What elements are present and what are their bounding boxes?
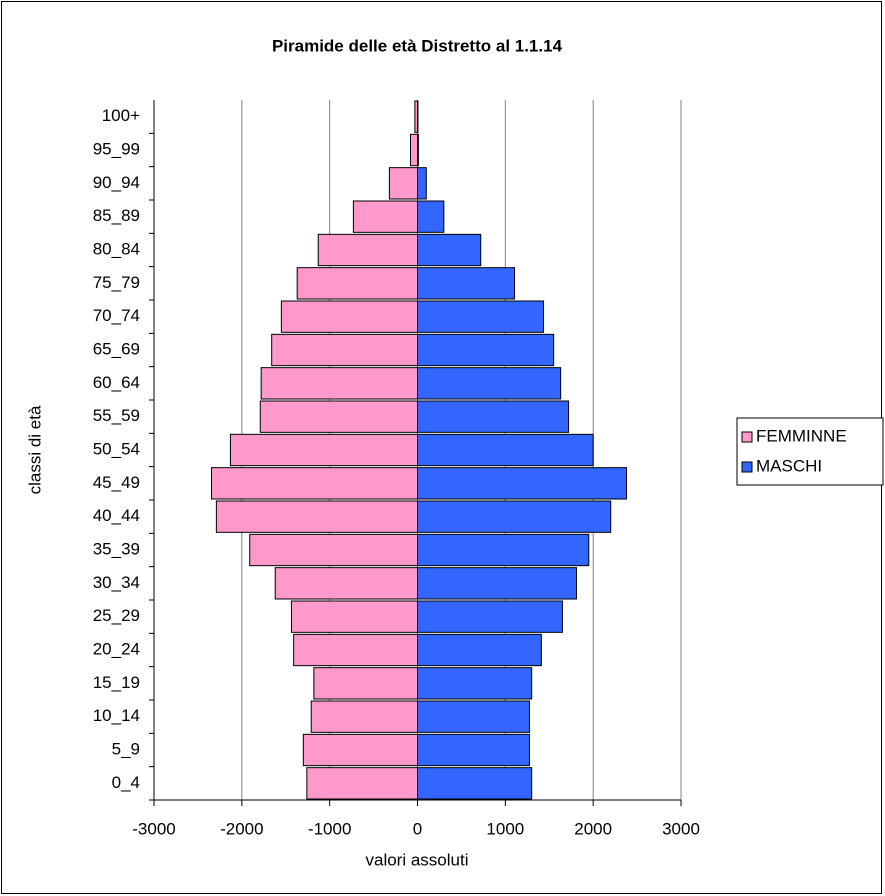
y-tick-label: 15_19 xyxy=(93,673,140,692)
bar xyxy=(417,300,545,333)
bar xyxy=(260,367,419,400)
bar xyxy=(417,400,570,433)
y-tick-label: 65_69 xyxy=(93,339,140,358)
x-tick-label: -3000 xyxy=(132,819,175,838)
bar xyxy=(280,300,418,333)
bar xyxy=(417,233,482,267)
bar xyxy=(417,267,516,300)
bar xyxy=(417,133,419,167)
legend-swatch xyxy=(741,461,753,473)
y-tick-label: 35_39 xyxy=(93,539,140,558)
bar xyxy=(290,600,418,633)
bar xyxy=(417,167,427,200)
bar xyxy=(215,500,418,533)
bar xyxy=(274,567,418,600)
legend xyxy=(736,417,884,486)
y-tick-label: 30_34 xyxy=(93,573,140,592)
bar xyxy=(296,267,418,300)
bar xyxy=(302,733,419,767)
y-tick-label: 90_94 xyxy=(93,173,140,192)
x-tick-label: 1000 xyxy=(486,819,524,838)
y-tick-label: 10_14 xyxy=(93,706,140,725)
y-tick-label: 50_54 xyxy=(93,439,140,458)
chart-title: Piramide delle età Distretto al 1.1.14 xyxy=(272,36,563,55)
y-tick-label: 45_49 xyxy=(93,473,140,492)
bar xyxy=(352,200,418,233)
x-tick-label: 0 xyxy=(413,819,422,838)
bar xyxy=(417,600,563,633)
legend-swatch xyxy=(741,431,753,443)
bar xyxy=(271,333,418,367)
y-tick-label: 25_29 xyxy=(93,606,140,625)
y-tick-label: 0_4 xyxy=(112,773,140,792)
y-tick-label: 80_84 xyxy=(93,239,140,258)
x-tick-label: -1000 xyxy=(308,819,351,838)
bar xyxy=(417,500,612,533)
bar xyxy=(417,533,590,567)
x-tick-label: 3000 xyxy=(662,819,700,838)
bar xyxy=(417,433,594,467)
y-tick-label: 55_59 xyxy=(93,406,140,425)
y-tick-label: 70_74 xyxy=(93,306,140,325)
bar xyxy=(317,233,418,267)
bar xyxy=(388,167,419,200)
bar xyxy=(417,633,542,667)
x-tick-label: -2000 xyxy=(220,819,263,838)
y-tick-label: 5_9 xyxy=(112,739,140,758)
bar xyxy=(310,700,419,733)
bar xyxy=(409,133,418,167)
bar xyxy=(306,767,418,800)
bar xyxy=(293,633,418,667)
bar xyxy=(417,767,533,800)
legend-label: MASCHI xyxy=(756,456,822,475)
bar xyxy=(417,700,530,733)
y-tick-label: 40_44 xyxy=(93,506,140,525)
bar xyxy=(259,400,418,433)
bar xyxy=(211,467,418,500)
x-axis-label: valori assoluti xyxy=(366,850,469,869)
bar xyxy=(417,667,533,700)
x-tick-label: 2000 xyxy=(574,819,612,838)
bar xyxy=(229,433,418,467)
bar xyxy=(417,200,445,233)
y-tick-label: 75_79 xyxy=(93,273,140,292)
y-tick-label: 100+ xyxy=(102,106,140,125)
y-tick-label: 20_24 xyxy=(93,639,140,658)
y-axis-label: classi di età xyxy=(25,405,44,494)
bar xyxy=(249,533,418,567)
y-tick-label: 95_99 xyxy=(93,139,140,158)
legend-label: FEMMINNE xyxy=(756,426,847,445)
bar xyxy=(417,567,577,600)
y-tick-label: 85_89 xyxy=(93,206,140,225)
y-tick-label: 60_64 xyxy=(93,373,140,392)
bar xyxy=(417,333,555,367)
bar xyxy=(417,733,530,767)
bar xyxy=(417,467,628,500)
bar xyxy=(313,667,418,700)
bar xyxy=(417,367,562,400)
